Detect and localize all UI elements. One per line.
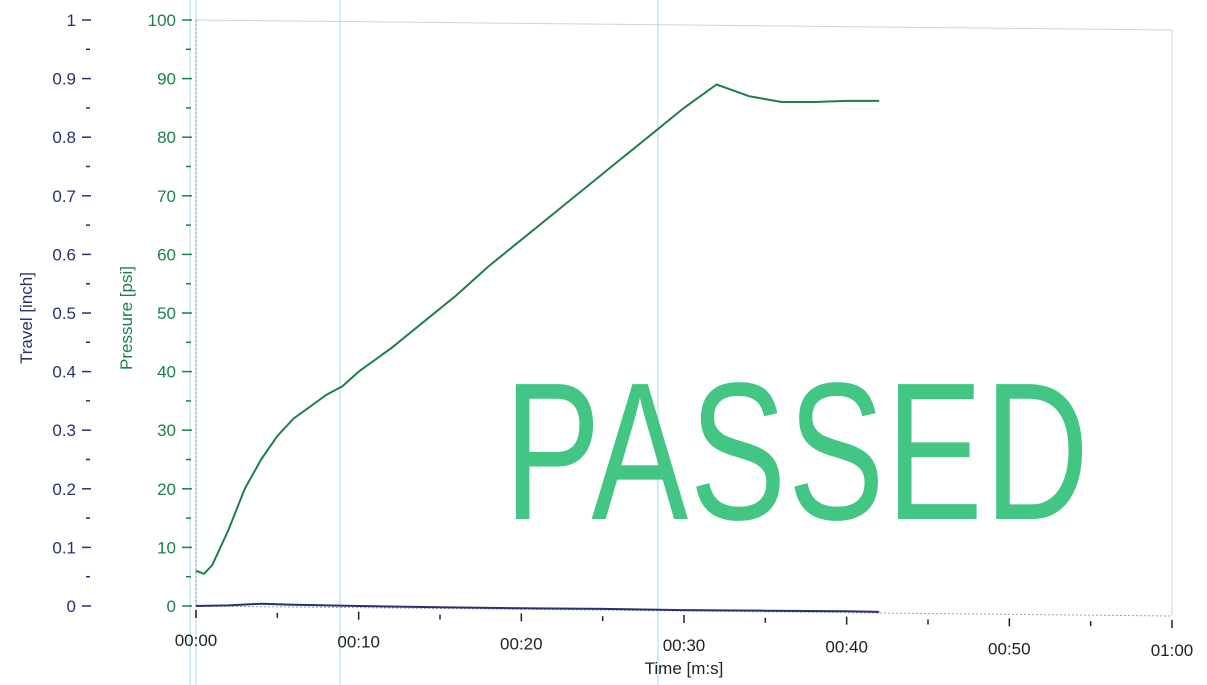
- pressure-tick-label: 10: [157, 538, 176, 557]
- travel-tick-label: 0.2: [52, 480, 76, 499]
- pressure-tick-label: 50: [157, 304, 176, 323]
- x-tick-label: 00:50: [988, 639, 1031, 658]
- travel-tick-label: 0.3: [52, 421, 76, 440]
- travel-series-line: [195, 602, 880, 613]
- passed-stamp: PASSED: [503, 342, 1091, 561]
- pressure-series-line: [195, 83, 880, 575]
- travel-tick-label: 0.7: [52, 187, 76, 206]
- pressure-tick-label: 40: [157, 363, 176, 382]
- travel-tick-label: 0.6: [52, 245, 76, 264]
- travel-tick-label: 0.5: [52, 304, 76, 323]
- travel-tick-label: 1: [67, 11, 76, 30]
- pressure-tick-label: 90: [157, 70, 176, 89]
- x-tick-label: 00:00: [175, 631, 218, 650]
- x-tick-label: 00:20: [500, 634, 543, 653]
- travel-axis-label: Travel [inch]: [17, 272, 36, 364]
- travel-tick-label: 0.1: [52, 538, 76, 557]
- travel-tick-label: 0.8: [52, 128, 76, 147]
- pressure-tick-label: 70: [157, 187, 176, 206]
- x-tick-label: 00:30: [663, 636, 706, 655]
- pressure-tick-label: 30: [157, 421, 176, 440]
- plot-frame: [195, 19, 1173, 616]
- x-tick-label: 00:10: [337, 633, 380, 652]
- pressure-axis-label: Pressure [psi]: [117, 266, 136, 370]
- x-tick-label: 01:00: [1151, 641, 1194, 660]
- x-tick-label: 00:40: [825, 638, 868, 657]
- travel-tick-label: 0: [67, 597, 76, 616]
- pressure-tick-label: 20: [157, 480, 176, 499]
- pressure-tick-label: 80: [157, 128, 176, 147]
- travel-tick-label: 0.9: [52, 70, 76, 89]
- pressure-tick-label: 60: [157, 245, 176, 264]
- travel-tick-label: 0.4: [52, 363, 76, 382]
- pressure-tick-label: 100: [148, 11, 176, 30]
- x-axis-label: Time [m:s]: [645, 659, 724, 678]
- pressure-tick-label: 0: [167, 597, 176, 616]
